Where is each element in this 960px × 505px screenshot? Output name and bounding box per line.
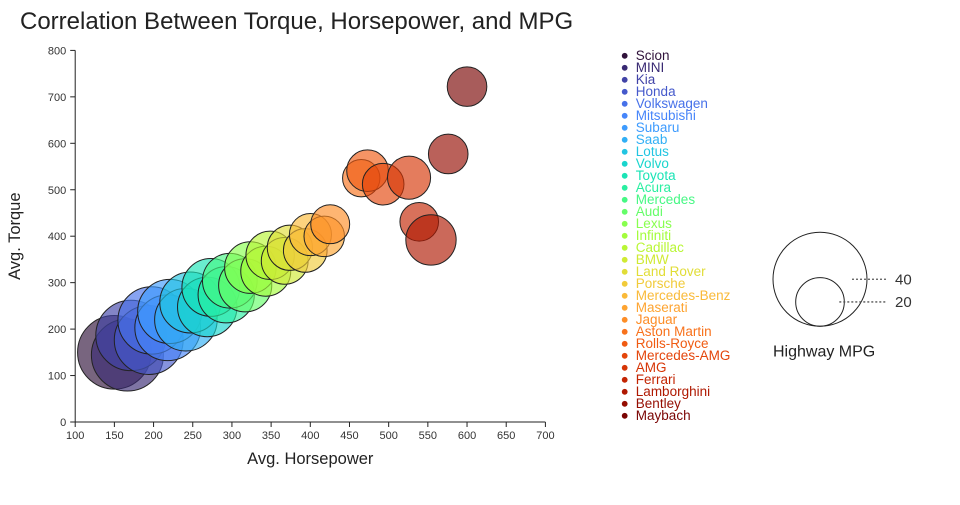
svg-text:350: 350 <box>262 430 280 442</box>
svg-text:500: 500 <box>379 430 397 442</box>
svg-text:800: 800 <box>48 45 66 57</box>
svg-text:Avg. Torque: Avg. Torque <box>6 192 24 279</box>
svg-text:20: 20 <box>895 294 912 311</box>
svg-text:300: 300 <box>223 430 241 442</box>
svg-text:450: 450 <box>340 430 358 442</box>
svg-text:250: 250 <box>184 430 202 442</box>
svg-text:100: 100 <box>48 371 66 383</box>
svg-text:Highway MPG: Highway MPG <box>773 343 875 360</box>
svg-text:700: 700 <box>48 92 66 104</box>
svg-text:600: 600 <box>458 430 476 442</box>
svg-text:200: 200 <box>144 430 162 442</box>
svg-text:600: 600 <box>48 138 66 150</box>
svg-text:150: 150 <box>105 430 123 442</box>
svg-text:40: 40 <box>895 271 912 288</box>
svg-text:0: 0 <box>60 417 66 429</box>
svg-text:400: 400 <box>48 231 66 243</box>
svg-text:Avg. Horsepower: Avg. Horsepower <box>247 450 374 468</box>
svg-text:650: 650 <box>497 430 515 442</box>
svg-text:100: 100 <box>66 430 84 442</box>
svg-text:400: 400 <box>301 430 319 442</box>
svg-text:Maybach: Maybach <box>636 408 691 423</box>
svg-text:550: 550 <box>419 430 437 442</box>
svg-text:200: 200 <box>48 324 66 336</box>
svg-text:500: 500 <box>48 185 66 197</box>
svg-text:700: 700 <box>536 430 554 442</box>
svg-text:300: 300 <box>48 278 66 290</box>
